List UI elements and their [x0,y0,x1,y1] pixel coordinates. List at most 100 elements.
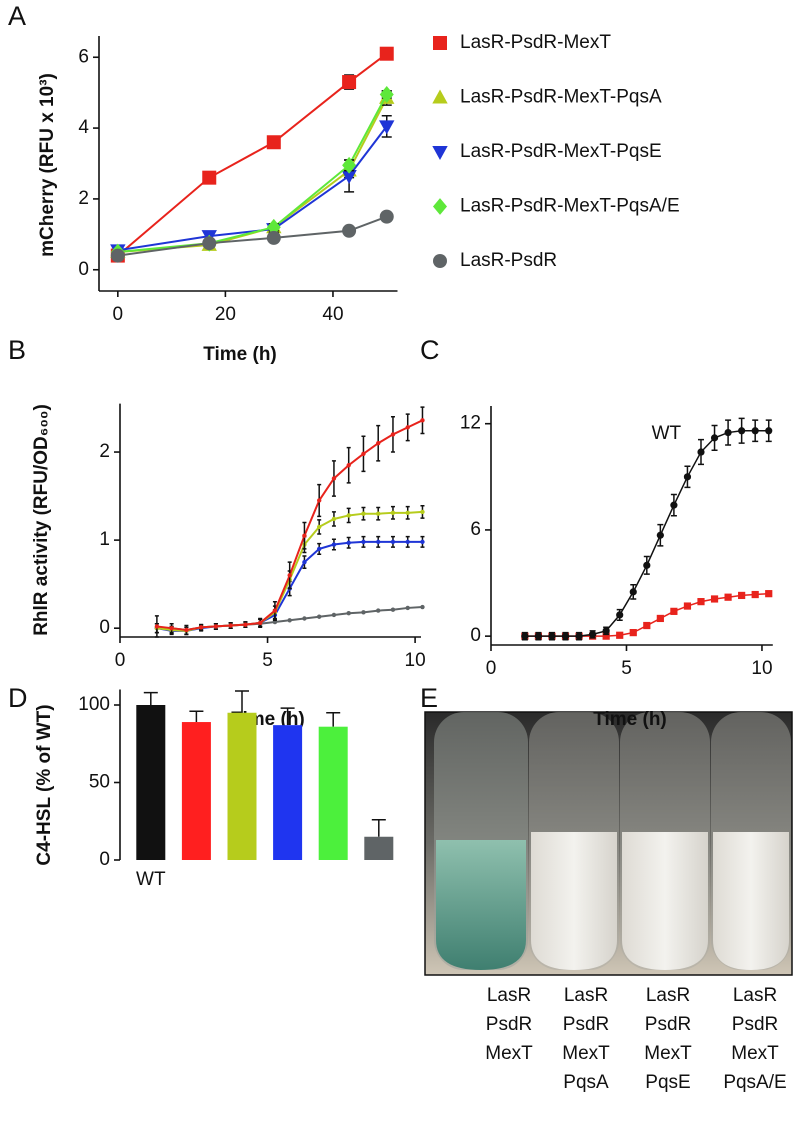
error-bar [235,690,249,713]
marker [376,511,381,516]
marker [589,630,597,638]
marker [602,632,610,640]
marker [302,616,307,621]
marker [656,531,664,539]
marker [390,432,396,437]
marker [202,170,217,185]
error-bar [280,707,295,726]
y-tick-label: 6 [78,46,89,67]
bar [273,725,303,860]
x-tick-label: 40 [322,304,343,325]
marker [724,593,732,601]
marker [643,621,651,630]
marker [361,451,366,457]
marker [420,604,425,610]
marker [342,223,357,238]
marker [697,598,705,606]
marker [342,156,357,174]
x-tick-label: 0 [113,304,124,325]
panel-label: D [8,683,28,713]
tube-label: PqsE [645,1072,690,1093]
marker [266,218,281,236]
marker [342,75,357,90]
panel-label: E [420,683,438,713]
series-label: WT [652,423,682,444]
marker [341,169,357,184]
marker [331,612,337,618]
marker [266,135,281,150]
marker [379,120,395,135]
marker [228,623,233,628]
bar [136,705,166,860]
marker [379,209,394,224]
series-line [524,430,769,637]
marker [420,539,425,545]
marker [548,632,556,640]
y-axis-title: C4-HSL (% of WT) [34,704,55,865]
marker [376,608,381,613]
bar [227,712,257,860]
x-axis-title: Time (h) [203,344,277,365]
tube-label: MexT [485,1043,533,1064]
panel-label: C [420,335,440,365]
marker [405,425,410,430]
marker [379,46,394,61]
marker [575,632,583,640]
x-tick-label: 20 [215,304,236,325]
y-axis-title: RhlR activity (RFU/OD₆₀₀) [31,404,52,636]
bar [181,722,211,860]
marker [202,236,217,251]
y-tick-label: 4 [78,117,89,138]
marker [346,463,351,468]
marker [154,624,160,629]
marker [724,428,732,437]
legend-marker [432,89,448,104]
y-axis-title: mCherry (RFU x 10³) [37,73,58,257]
marker [751,590,759,599]
marker [376,441,381,446]
legend-marker [433,254,447,268]
error-bar [371,818,386,837]
x-tick-label: 5 [262,650,273,671]
marker [266,230,281,245]
marker [405,605,410,611]
tube-label: PsdR [645,1014,691,1035]
marker [198,625,204,630]
marker [643,561,651,569]
x-tick-label: WT [136,869,166,890]
marker [765,427,773,435]
marker [346,611,351,616]
tube-label: LasR [487,985,531,1006]
marker [287,573,292,578]
y-tick-label: 100 [78,694,110,715]
marker [697,448,705,456]
marker [316,614,322,619]
marker [316,546,322,552]
marker [420,418,425,423]
marker [376,539,381,545]
marker [629,588,637,596]
legend-marker [433,36,447,50]
marker [257,620,263,626]
tube-label: PsdR [563,1014,609,1035]
x-tick-label: 5 [621,658,632,679]
marker [331,542,337,547]
marker [346,513,351,518]
marker [331,516,337,522]
marker [110,248,125,263]
marker [390,510,396,516]
legend-label: LasR-PsdR-MexT-PqsE [460,141,662,162]
tube-label: LasR [646,985,690,1006]
legend-marker [432,146,448,161]
x-axis-title: Time (h) [593,709,667,730]
marker [683,602,692,610]
error-bar [326,712,341,727]
tube-label: MexT [562,1043,610,1064]
legend-label: LasR-PsdR-MexT [460,32,611,53]
marker [602,627,610,635]
y-tick-label: 12 [460,413,481,434]
marker [616,611,624,619]
marker [683,473,692,481]
marker [184,627,189,633]
marker [346,540,351,545]
